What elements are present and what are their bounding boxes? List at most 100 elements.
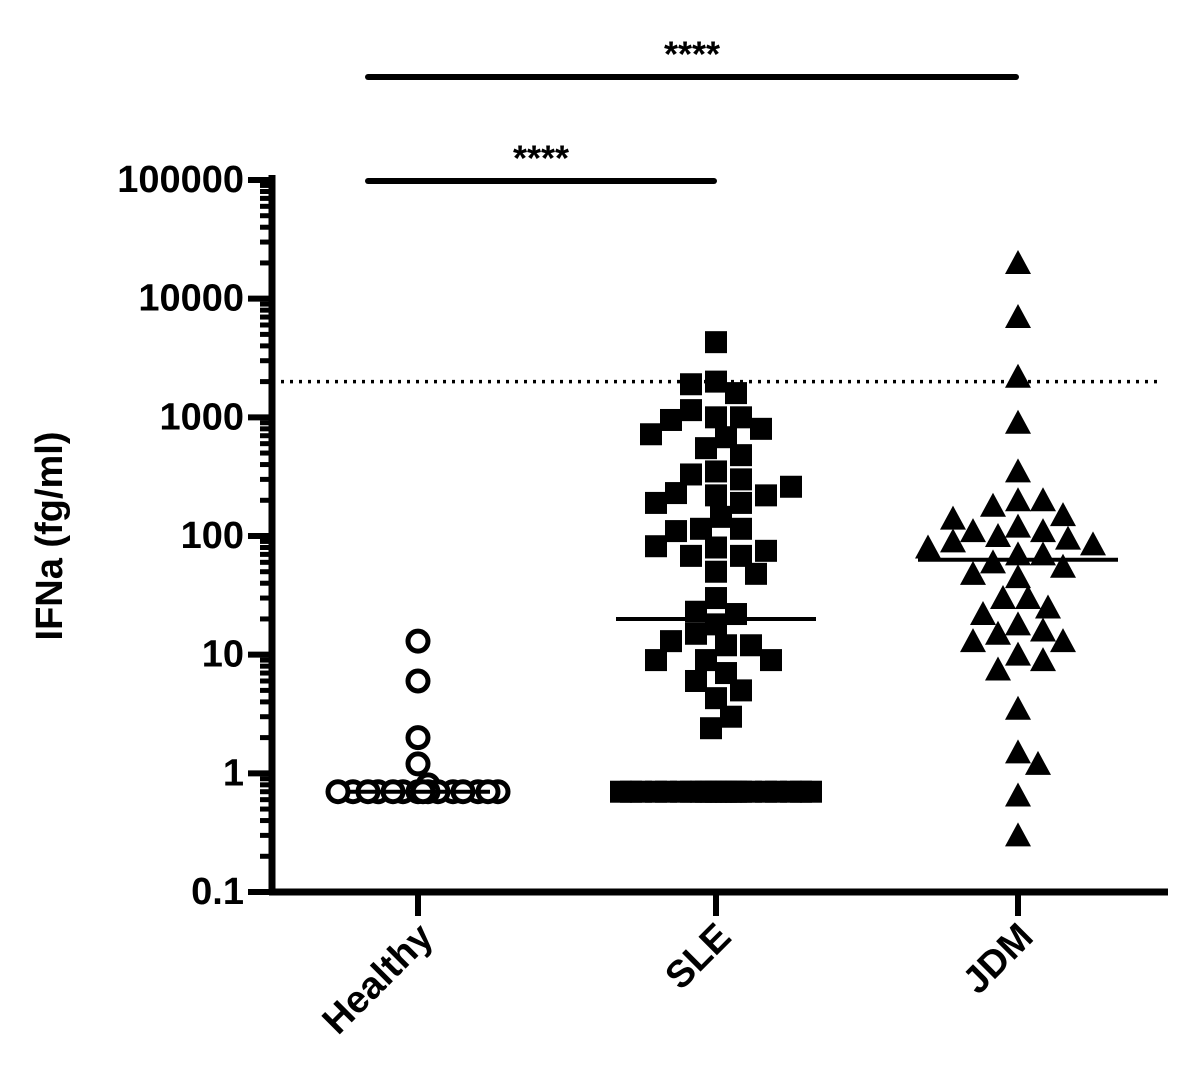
data-point	[705, 587, 727, 610]
data-point	[1055, 525, 1081, 550]
data-point	[1005, 641, 1031, 666]
data-point	[1005, 739, 1031, 764]
data-point	[730, 406, 752, 429]
x-tick-label: JDM	[955, 916, 1041, 1002]
data-point	[1005, 249, 1031, 274]
data-point	[750, 417, 772, 440]
data-point	[980, 492, 1006, 517]
data-point	[1005, 458, 1031, 483]
data-point	[405, 668, 431, 694]
data-point	[1005, 513, 1031, 538]
data-point	[765, 780, 787, 803]
data-point	[730, 468, 752, 491]
data-point	[670, 780, 692, 803]
data-point	[725, 780, 747, 803]
data-point	[730, 544, 752, 567]
data-point	[680, 373, 702, 396]
data-point	[700, 717, 722, 740]
data-point	[1030, 647, 1056, 672]
data-point	[695, 649, 717, 672]
x-tick-label: SLE	[657, 916, 739, 998]
data-point	[985, 656, 1011, 681]
data-point	[665, 482, 687, 505]
data-point	[960, 560, 986, 585]
data-point	[705, 406, 727, 429]
data-point	[1080, 531, 1106, 556]
data-point	[790, 780, 812, 803]
data-point	[715, 634, 737, 657]
data-point	[730, 444, 752, 467]
data-point	[705, 370, 727, 393]
data-point	[720, 705, 742, 728]
data-point	[705, 687, 727, 710]
data-point	[705, 331, 727, 354]
data-point	[715, 662, 737, 685]
y-tick-label: 0.1	[191, 871, 244, 913]
data-point	[985, 523, 1011, 547]
data-point	[1030, 518, 1056, 543]
data-point	[730, 491, 752, 514]
data-point	[405, 725, 431, 751]
data-point	[1005, 487, 1031, 512]
data-point	[405, 751, 431, 777]
data-point	[1025, 750, 1051, 775]
data-point	[690, 780, 712, 803]
data-point	[780, 475, 802, 498]
data-point	[1005, 304, 1031, 329]
data-point	[730, 517, 752, 540]
data-point	[680, 544, 702, 567]
data-point	[645, 491, 667, 514]
data-point	[725, 603, 747, 626]
data-point	[1050, 502, 1076, 527]
data-point	[405, 628, 431, 654]
data-point	[710, 505, 732, 528]
data-point	[705, 613, 727, 636]
data-point	[660, 408, 682, 431]
data-point	[705, 536, 727, 559]
data-point	[960, 518, 986, 543]
data-point	[695, 437, 717, 460]
data-point	[985, 620, 1011, 645]
data-point	[685, 669, 707, 692]
data-point	[915, 534, 941, 559]
data-point	[960, 628, 986, 653]
data-point	[760, 649, 782, 672]
data-point	[1015, 585, 1041, 610]
y-tick-label: 100000	[117, 159, 244, 201]
data-point	[940, 505, 966, 530]
data-point	[725, 382, 747, 405]
data-point	[645, 780, 667, 803]
data-point	[1030, 617, 1056, 642]
data-point	[1005, 695, 1031, 720]
data-point	[325, 779, 351, 805]
data-point	[740, 634, 762, 657]
significance-label: ****	[513, 138, 569, 179]
data-point	[680, 463, 702, 486]
data-point	[680, 399, 702, 422]
data-point	[990, 585, 1016, 610]
y-tick-label: 1	[223, 752, 244, 794]
data-point	[755, 539, 777, 562]
data-point	[640, 423, 662, 446]
data-point	[705, 484, 727, 507]
data-point	[1050, 628, 1076, 653]
data-point	[715, 426, 737, 449]
y-tick-label: 100	[181, 515, 244, 557]
data-point	[1005, 363, 1031, 388]
data-point	[940, 528, 966, 553]
data-point	[730, 679, 752, 702]
data-point	[685, 622, 707, 645]
y-tick-label: 1000	[159, 396, 244, 438]
data-point	[705, 460, 727, 483]
y-axis-label: IFNa (fg/ml)	[29, 432, 71, 641]
data-point	[1005, 409, 1031, 434]
data-point	[665, 520, 687, 543]
data-point	[660, 630, 682, 653]
data-point	[1035, 594, 1061, 619]
data-point	[970, 601, 996, 626]
data-point	[1005, 564, 1031, 589]
data-point	[745, 562, 767, 585]
data-point	[1050, 553, 1076, 578]
x-tick-label: Healthy	[315, 916, 442, 1043]
